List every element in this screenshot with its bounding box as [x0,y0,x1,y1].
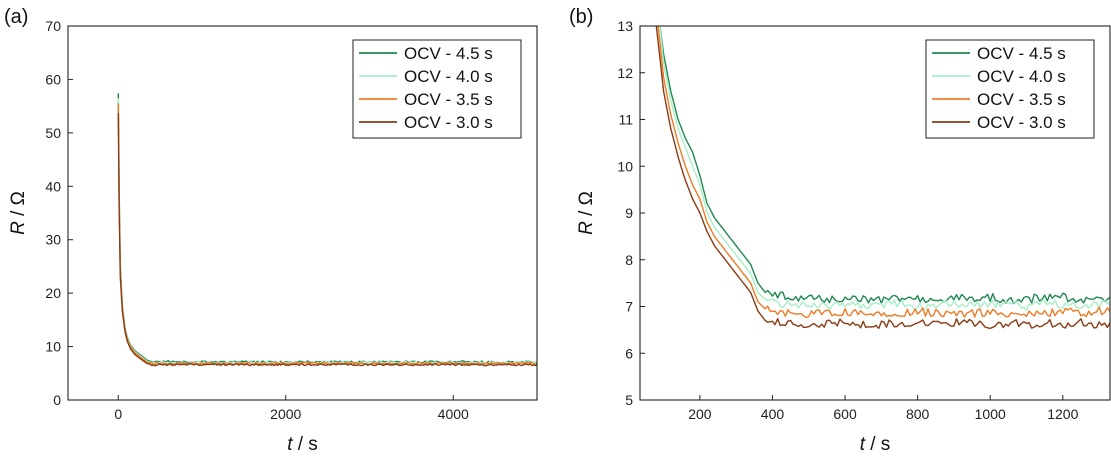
x-tick-label: 1200 [1047,406,1078,422]
series-line-2 [659,26,1110,311]
y-tick-label: 5 [625,392,633,408]
y-tick-label: 0 [53,392,61,408]
y-tick-label: 6 [625,345,633,361]
y-tick-label: 8 [625,252,633,268]
y-tick-label: 13 [617,18,633,34]
series-line-3 [117,103,537,366]
series-line-4 [117,113,537,367]
x-tick-label: 2000 [270,406,301,422]
y-tick-label: 7 [625,299,633,315]
y-tick-label: 11 [618,112,633,128]
legend: OCV - 4.5 s OCV - 4.0 s OCV - 3.5 s OCV - 3… [352,39,522,139]
x-tick-label: 800 [906,406,930,422]
y-tick-label: 30 [45,232,61,248]
series-line-3 [657,26,1110,319]
legend-label: OCV - 3.5 s [404,90,493,109]
y-tick-label: 50 [45,125,61,141]
legend-label: OCV - 3.5 s [977,90,1066,109]
y-tick-label: 10 [617,158,633,174]
legend-label: OCV - 3.0 s [404,113,493,132]
chart-panel-b: (b) 200 400 600 800 1000 1200 5 6 7 8 9 10 11 12 13 t / … [569,6,1111,455]
y-tick-label: 40 [45,178,61,194]
x-tick-label: 200 [688,406,712,422]
y-tick-label: 12 [617,65,633,81]
plot-frame [67,25,538,401]
x-tick-label: 600 [833,406,857,422]
x-tick-label: 400 [761,406,785,422]
y-axis-label: R / Ω [576,191,597,235]
series-group [655,26,1110,330]
legend-label: OCV - 4.5 s [977,44,1066,63]
legend: OCV - 4.5 s OCV - 4.0 s OCV - 3.5 s OCV - 3… [925,39,1095,139]
y-tick-label: 9 [625,205,633,221]
legend-label: OCV - 4.0 s [404,67,493,86]
legend-label: OCV - 3.0 s [977,113,1066,132]
series-group [117,93,537,367]
x-axis-label: t / s [860,434,891,455]
y-tick-label: 10 [45,339,61,355]
legend-label: OCV - 4.5 s [404,44,493,63]
y-tick-label: 20 [45,285,61,301]
series-line-4 [655,26,1110,330]
y-tick-label: 70 [45,18,61,34]
panel-label: (a) [4,6,28,28]
y-axis-label: R / Ω [8,191,29,235]
y-tick-label: 60 [45,71,61,87]
x-tick-label: 4000 [438,406,469,422]
legend-label: OCV - 4.0 s [977,67,1066,86]
panel-label: (b) [569,6,593,28]
x-axis-label: t / s [287,434,318,455]
x-tick-label: 1000 [975,406,1006,422]
x-tick-label: 0 [114,406,122,422]
chart-panel-a: (a) 0 2000 4000 0 10 20 30 40 50 60 70 t / s R / Ω OCV… [4,6,538,455]
